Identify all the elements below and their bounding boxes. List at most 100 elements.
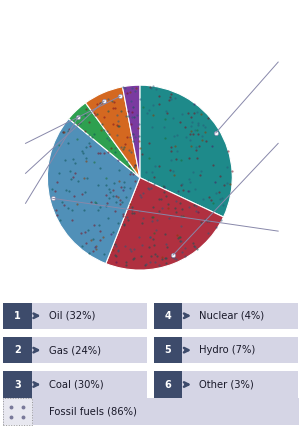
Point — [123, 140, 127, 147]
Point — [132, 161, 137, 168]
Point — [136, 208, 141, 214]
Point — [93, 199, 98, 206]
Point — [192, 242, 197, 249]
Point — [164, 243, 169, 250]
Point — [132, 87, 137, 94]
Point — [127, 88, 132, 95]
Point — [145, 184, 150, 191]
Point — [137, 121, 142, 128]
Point — [121, 211, 126, 217]
FancyBboxPatch shape — [3, 372, 32, 398]
Point — [167, 166, 172, 173]
Point — [92, 159, 97, 166]
Point — [189, 128, 194, 134]
Point — [77, 119, 82, 126]
Point — [132, 113, 136, 120]
Point — [165, 200, 170, 207]
Point — [152, 250, 157, 257]
Point — [57, 217, 62, 224]
Point — [206, 217, 211, 224]
Point — [83, 111, 88, 118]
Point — [124, 214, 129, 220]
Point — [92, 111, 97, 118]
Point — [60, 199, 65, 205]
Point — [106, 149, 111, 155]
Point — [154, 217, 159, 223]
Point — [195, 209, 200, 216]
Point — [192, 185, 197, 192]
Point — [145, 109, 150, 116]
Point — [180, 213, 185, 220]
Point — [149, 85, 154, 92]
Point — [171, 133, 176, 140]
Point — [96, 222, 101, 229]
Point — [132, 246, 137, 253]
Point — [107, 131, 112, 138]
Point — [76, 178, 81, 184]
Point — [125, 107, 130, 114]
Text: 5: 5 — [11, 168, 18, 178]
Point — [98, 237, 102, 244]
Point — [180, 110, 185, 117]
Point — [178, 213, 183, 220]
Point — [166, 215, 171, 222]
Point — [100, 99, 105, 106]
Point — [66, 125, 71, 132]
Point — [113, 199, 118, 206]
Point — [71, 193, 76, 200]
Point — [176, 235, 181, 242]
Point — [116, 248, 120, 255]
Point — [123, 243, 128, 250]
Point — [94, 242, 98, 249]
Text: 6: 6 — [11, 138, 18, 149]
Point — [150, 214, 155, 221]
Text: 2: 2 — [285, 138, 293, 149]
Wedge shape — [140, 85, 232, 217]
Point — [193, 244, 198, 251]
Point — [65, 140, 70, 146]
Point — [129, 149, 134, 155]
Point — [178, 118, 183, 125]
Point — [109, 145, 114, 152]
Point — [122, 84, 127, 91]
Point — [135, 112, 140, 119]
Text: Other (3%): Other (3%) — [199, 380, 254, 389]
Point — [101, 250, 106, 257]
Point — [126, 163, 131, 169]
Point — [99, 127, 104, 134]
Point — [159, 256, 164, 262]
Point — [142, 262, 147, 268]
Point — [154, 226, 158, 233]
Point — [151, 173, 156, 180]
Point — [81, 174, 86, 181]
Wedge shape — [85, 87, 140, 178]
Point — [127, 134, 132, 141]
Point — [97, 204, 102, 211]
Point — [149, 214, 154, 220]
Point — [49, 186, 54, 193]
Point — [57, 169, 62, 176]
Point — [90, 235, 95, 242]
Point — [179, 182, 184, 189]
Point — [169, 254, 174, 261]
Point — [101, 113, 106, 120]
Point — [131, 256, 136, 262]
Point — [169, 95, 174, 102]
Point — [92, 199, 97, 205]
Point — [211, 161, 216, 168]
Point — [159, 205, 164, 211]
Point — [128, 120, 133, 127]
Point — [120, 198, 125, 205]
Text: 3: 3 — [14, 380, 21, 389]
Point — [122, 179, 127, 186]
Point — [75, 201, 80, 208]
Point — [100, 233, 105, 240]
Point — [187, 155, 192, 162]
Point — [116, 178, 121, 184]
Point — [214, 223, 219, 230]
Point — [136, 133, 141, 140]
Point — [112, 105, 117, 112]
Point — [126, 147, 131, 154]
Point — [222, 182, 226, 189]
Point — [113, 145, 118, 152]
